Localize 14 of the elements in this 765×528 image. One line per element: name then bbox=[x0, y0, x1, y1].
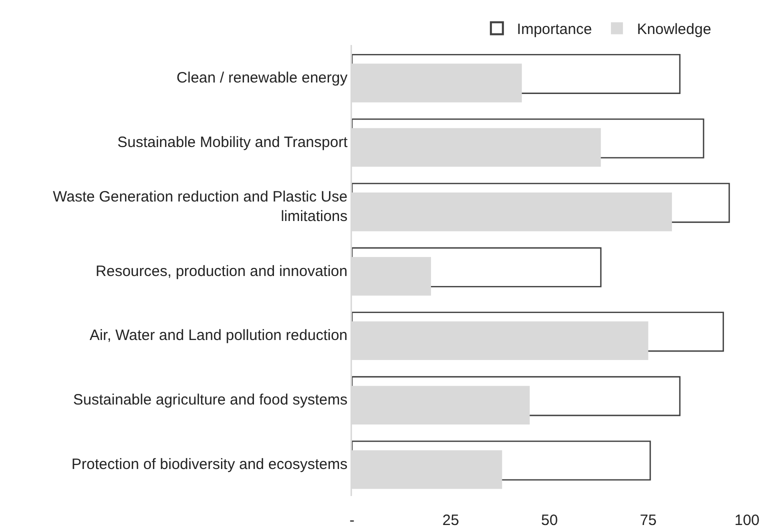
x-tick-label: 75 bbox=[640, 512, 657, 528]
y-tick-label: Protection of biodiversity and ecosystems bbox=[72, 456, 348, 474]
x-tick-label: - bbox=[350, 512, 354, 528]
y-tick-label: Sustainable agriculture and food systems bbox=[73, 392, 348, 409]
y-tick-label: Resources, production and innovation bbox=[96, 262, 348, 280]
x-tick-label: 25 bbox=[442, 512, 460, 528]
y-tick-label: Waste Generation reduction and Plastic Use limitations bbox=[52, 188, 348, 226]
x-tick-label: 50 bbox=[541, 512, 558, 528]
legend-label: Importance bbox=[516, 21, 592, 38]
y-tick-label: Sustainable Mobility and Transport bbox=[117, 134, 348, 151]
x-tick-label: 100 bbox=[734, 512, 760, 528]
legend-label: Knowledge bbox=[636, 21, 712, 38]
y-tick-label: Clean / renewable energy bbox=[176, 69, 348, 86]
y-tick-label: Air, Water and Land pollution reduction bbox=[90, 327, 348, 344]
